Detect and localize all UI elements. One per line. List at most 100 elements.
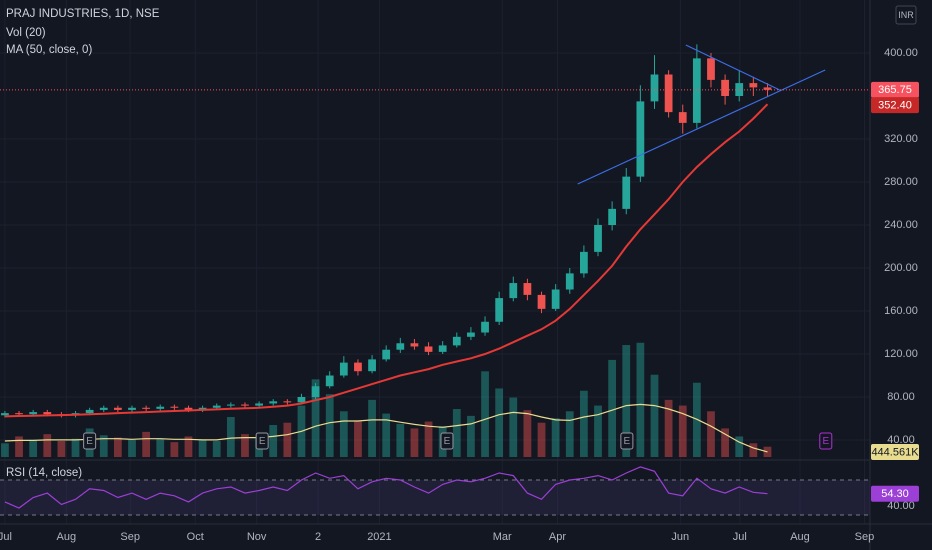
volume-bar [424,421,433,457]
candle-body [128,407,136,410]
candle-body [678,112,687,123]
y-tick-label: 320.00 [884,133,918,145]
x-tick-label: Aug [790,531,810,543]
volume-bar [269,425,278,457]
x-tick-label: Oct [187,531,204,543]
volume-bar [99,435,108,457]
candle-body [664,74,673,113]
candle-body [650,74,659,102]
candle-body [311,386,320,398]
event-label: E [444,436,451,447]
event-marker [620,432,634,450]
price-tag-label: 444.561K [871,446,919,458]
candle-body [594,225,602,252]
candle-body [565,273,574,290]
candle-body [1,413,9,416]
candle-body [580,251,588,274]
x-tick-label: Jul [0,531,12,543]
price-tag [871,97,919,114]
price-tag [871,444,919,460]
candle-body [297,397,306,403]
candle-body [85,409,94,414]
event-label: E [259,436,266,447]
candle-body [354,362,362,372]
candle-body [184,407,193,410]
y-tick-label: 400.00 [884,47,918,59]
candle-body [368,359,376,372]
event-label: E [624,436,631,447]
volume-bar [382,413,391,457]
volume-bar [481,371,489,457]
ma-line [4,103,769,418]
volume-bar [650,374,659,457]
candle-body [749,83,758,88]
x-tick-label: 2 [315,531,321,543]
volume-bar [198,439,207,457]
event-marker [440,432,454,450]
candle-body [523,283,532,295]
candle-body [43,412,52,415]
volume-bar [325,394,334,457]
y-tick-label: 160.00 [884,305,918,317]
volume-bar [226,417,235,457]
volume-bar [551,418,560,457]
candle-body [269,401,278,404]
event-marker [255,432,269,450]
price-tag-label: 54.30 [881,488,909,500]
event-marker [819,432,833,450]
x-tick-label: Sep [120,531,140,543]
candle-body [424,346,433,352]
legend-ma: MA (50, close, 0) [6,44,92,56]
candle-body [170,406,179,408]
candle-body [212,405,221,408]
y-tick-label: 80.00 [887,391,915,403]
event-label: E [86,436,93,447]
volume-bar [565,411,574,457]
candle-body [735,83,744,97]
candle-body [339,362,348,376]
volume-bar [495,388,504,457]
currency[interactable]: INR [898,10,914,20]
candle-body [410,343,419,347]
volume-bar [43,434,52,457]
candle-body [382,349,391,360]
volume-bar [354,420,362,457]
volume-bar [749,443,758,457]
candle-body [481,321,489,333]
y-tick-label: 40.00 [887,434,915,446]
volume-bar [721,428,729,457]
volume-bar [523,410,532,457]
volume-bar [622,345,631,457]
candle-body [692,58,701,123]
candle-body [156,406,165,409]
candle-body [622,176,631,209]
legend-volume: Vol (20) [6,27,46,39]
x-tick-label: Nov [247,531,267,543]
x-tick-label: Apr [549,531,566,543]
volume-bar [283,422,292,457]
trendline [577,69,826,185]
legend-rsi: RSI (14, close) [6,467,82,479]
volume-bar [452,409,461,457]
candle-body [142,407,151,409]
candle-body [325,375,334,387]
volume-bar [156,438,165,457]
candle-body [283,401,292,403]
volume-bar [15,436,23,457]
volume-bar [678,405,687,457]
candle-body [29,412,38,415]
candle-body [608,208,617,226]
rsi-band [0,480,870,516]
volume-bar [212,441,221,457]
volume-bar [580,390,588,457]
y-tick-label: 240.00 [884,219,918,231]
x-tick-label: Jul [733,531,747,543]
currency-box[interactable] [895,5,917,25]
candle-body [198,407,207,410]
volume-bar [29,439,38,457]
candle-body [537,294,546,309]
candle-body [763,87,772,90]
volume-bar [71,438,80,457]
